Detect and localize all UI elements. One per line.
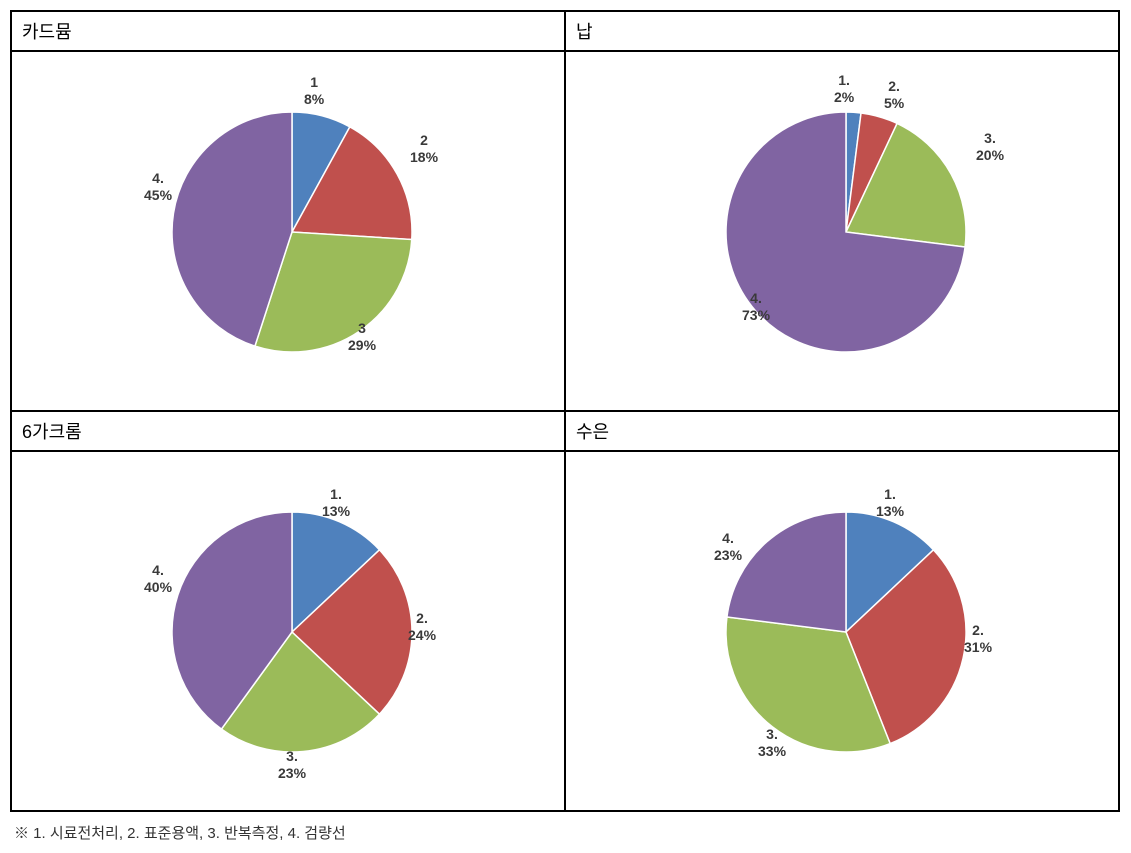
pie-chart-3: [566, 452, 1121, 812]
slice-label-4: 4.23%: [714, 530, 742, 564]
slice-label-1: 18%: [304, 74, 324, 108]
slice-label-1: 1.2%: [834, 72, 854, 106]
slice-label-2: 218%: [410, 132, 438, 166]
pie-slice-4: [727, 512, 846, 632]
footnote: ※ 1. 시료전처리, 2. 표준용액, 3. 반복측정, 4. 검량선: [10, 822, 1121, 843]
title-cell-0: 카드뮴: [11, 11, 565, 51]
slice-label-3: 329%: [348, 320, 376, 354]
chart-grid: 카드뮴 납 18% 218% 329% 4.45% 1.2% 2.5% 3.20% 4.73…: [10, 10, 1120, 812]
slice-label-2: 2.24%: [408, 610, 436, 644]
title-cell-1: 납: [565, 11, 1119, 51]
slice-label-3: 3.33%: [758, 726, 786, 760]
slice-label-2: 2.31%: [964, 622, 992, 656]
pie-chart-1: [566, 52, 1121, 412]
pie-chart-0: [12, 52, 567, 412]
chart-cell-1: 1.2% 2.5% 3.20% 4.73%: [565, 51, 1119, 411]
slice-label-4: 4.40%: [144, 562, 172, 596]
chart-wrap-0: 18% 218% 329% 4.45%: [12, 52, 564, 410]
slice-label-4: 4.73%: [742, 290, 770, 324]
chart-wrap-2: 1.13% 2.24% 3.23% 4.40%: [12, 452, 564, 810]
chart-wrap-1: 1.2% 2.5% 3.20% 4.73%: [566, 52, 1118, 410]
title-cell-3: 수은: [565, 411, 1119, 451]
slice-label-4: 4.45%: [144, 170, 172, 204]
chart-cell-3: 1.13% 2.31% 3.33% 4.23%: [565, 451, 1119, 811]
title-cell-2: 6가크롬: [11, 411, 565, 451]
slice-label-3: 3.20%: [976, 130, 1004, 164]
chart-cell-2: 1.13% 2.24% 3.23% 4.40%: [11, 451, 565, 811]
slice-label-2: 2.5%: [884, 78, 904, 112]
chart-wrap-3: 1.13% 2.31% 3.33% 4.23%: [566, 452, 1118, 810]
chart-cell-0: 18% 218% 329% 4.45%: [11, 51, 565, 411]
slice-label-1: 1.13%: [322, 486, 350, 520]
slice-label-3: 3.23%: [278, 748, 306, 782]
slice-label-1: 1.13%: [876, 486, 904, 520]
